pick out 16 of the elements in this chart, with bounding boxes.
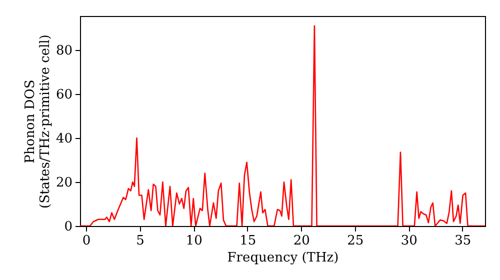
x-axis-title: Frequency (THz): [227, 250, 339, 266]
y-axis-title: Phonon DOS (States/THz·primitive cell): [22, 34, 53, 209]
x-tick-label: 10: [186, 234, 202, 248]
x-tick-label: 5: [136, 234, 144, 248]
x-tick-label: 15: [240, 234, 256, 248]
y-tick-label: 80: [56, 44, 72, 59]
x-tick-label: 30: [400, 234, 418, 248]
line-series: [80, 25, 485, 226]
y-tick-label: 0: [64, 220, 72, 234]
x-tick-label: 20: [293, 234, 310, 248]
y-tick-label: 40: [56, 132, 72, 147]
y-tick-label: 60: [56, 88, 72, 103]
x-tick-label: 0: [82, 234, 91, 248]
x-tick-label: 35: [454, 234, 472, 248]
x-tick-label: 25: [347, 234, 364, 248]
y-tick-label: 20: [56, 176, 72, 191]
